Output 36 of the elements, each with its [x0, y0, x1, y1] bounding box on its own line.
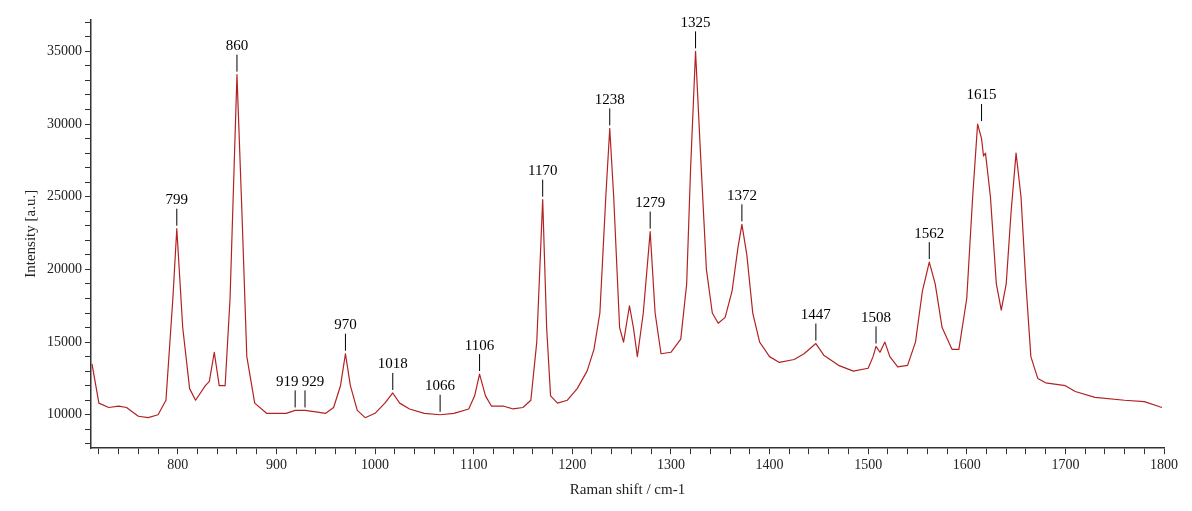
y-tick-label: 10000 — [47, 406, 82, 422]
x-tick-label: 1500 — [854, 457, 883, 473]
y-tick-label: 30000 — [47, 115, 82, 131]
y-tick-label: 20000 — [47, 261, 82, 277]
annotation: 1106 — [464, 336, 495, 353]
y-tick-label: 25000 — [47, 188, 82, 204]
y-tick-label: 15000 — [47, 333, 82, 349]
annotation: 1018 — [377, 355, 408, 372]
annotation: 1562 — [914, 224, 945, 241]
annotation: 919 — [275, 372, 299, 389]
x-tick-label: 1100 — [459, 457, 488, 473]
x-tick-label: 1800 — [1150, 457, 1178, 473]
annotation: 1170 — [527, 162, 558, 179]
annotation: 1615 — [966, 86, 997, 103]
annotation: 970 — [334, 316, 357, 333]
annotation: 1508 — [861, 308, 892, 325]
x-tick-label: 1300 — [656, 457, 685, 473]
annotation: 860 — [225, 37, 249, 54]
annotation: 1238 — [594, 90, 625, 107]
y-tick-label: 35000 — [47, 43, 82, 59]
annotation: 929 — [301, 372, 325, 389]
annotation: 1279 — [635, 194, 666, 211]
x-tick-label: 1600 — [952, 457, 981, 473]
x-tick-label: 900 — [265, 457, 287, 473]
x-axis-title: Raman shift / cm-1 — [569, 480, 686, 497]
x-tick-label: 800 — [167, 457, 189, 473]
annotation: 1325 — [680, 13, 711, 30]
annotation: 1066 — [425, 377, 456, 394]
x-tick-label: 1700 — [1051, 457, 1080, 473]
x-tick-label: 1000 — [361, 457, 390, 473]
annotation: 1447 — [800, 305, 832, 322]
annotation: 1372 — [726, 186, 757, 203]
y-axis-title: Intensity [a.u.] — [21, 189, 38, 278]
x-tick-label: 1400 — [755, 457, 784, 473]
x-tick-label: 1200 — [558, 457, 587, 473]
annotation: 799 — [165, 191, 189, 208]
